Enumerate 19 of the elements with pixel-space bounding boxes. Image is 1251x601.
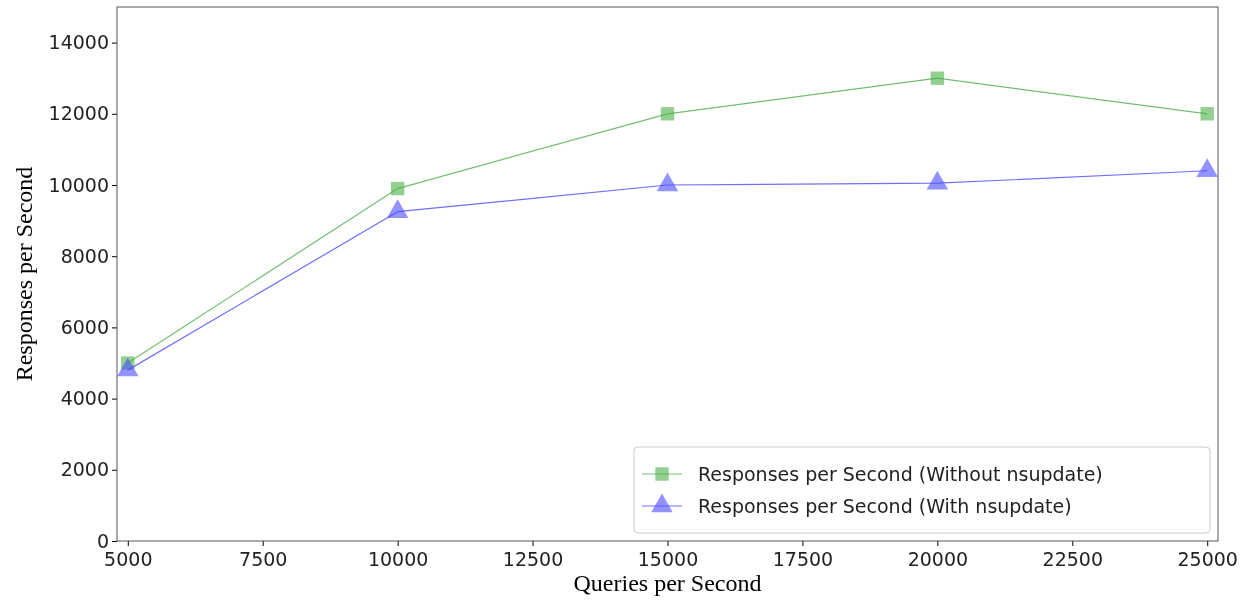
x-tick-label: 22500 bbox=[1042, 548, 1104, 571]
y-tick-label: 6000 bbox=[60, 315, 109, 338]
x-tick-label: 7500 bbox=[239, 548, 288, 571]
y-tick-label: 2000 bbox=[60, 458, 109, 481]
x-tick-label: 15000 bbox=[637, 548, 699, 571]
y-tick-label: 14000 bbox=[48, 31, 109, 54]
legend-label: Responses per Second (Without nsupdate) bbox=[698, 462, 1103, 485]
y-tick-label: 8000 bbox=[60, 244, 109, 267]
y-tick-label: 10000 bbox=[48, 173, 109, 196]
x-tick-label: 20000 bbox=[907, 548, 969, 571]
x-tick-label: 10000 bbox=[367, 548, 429, 571]
x-tick-label: 25000 bbox=[1177, 548, 1238, 571]
y-tick-label: 12000 bbox=[48, 102, 109, 125]
y-axis-title: Responses per Second bbox=[11, 166, 37, 382]
legend-label: Responses per Second (With nsupdate) bbox=[698, 494, 1072, 517]
x-tick-label: 12500 bbox=[502, 548, 564, 571]
y-tick-label: 4000 bbox=[60, 387, 109, 410]
x-tick-label: 17500 bbox=[772, 548, 834, 571]
x-axis-title: Queries per Second bbox=[573, 570, 762, 596]
